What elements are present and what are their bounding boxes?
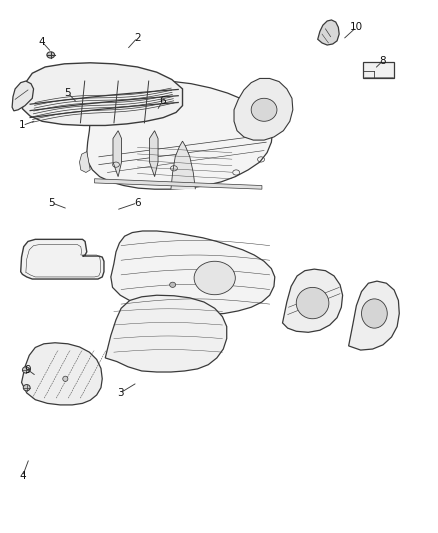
Ellipse shape (194, 261, 235, 295)
Ellipse shape (23, 384, 30, 391)
Polygon shape (95, 179, 262, 189)
Text: 4: 4 (19, 472, 26, 481)
Text: 3: 3 (117, 388, 124, 398)
Text: 9: 9 (25, 365, 31, 375)
Polygon shape (105, 295, 227, 372)
Ellipse shape (170, 282, 176, 287)
Text: 6: 6 (134, 198, 141, 208)
Ellipse shape (251, 98, 277, 122)
Ellipse shape (22, 367, 29, 373)
Ellipse shape (47, 52, 55, 58)
Polygon shape (79, 151, 90, 173)
Polygon shape (283, 269, 343, 332)
Polygon shape (12, 81, 34, 111)
Polygon shape (21, 343, 102, 405)
Text: 4: 4 (39, 37, 46, 47)
Polygon shape (21, 239, 104, 279)
Text: 10: 10 (350, 22, 363, 33)
Text: 2: 2 (134, 33, 141, 43)
Polygon shape (149, 131, 158, 176)
Ellipse shape (361, 299, 387, 328)
Polygon shape (87, 80, 272, 189)
Polygon shape (234, 78, 293, 140)
Text: 5: 5 (48, 198, 55, 208)
Polygon shape (111, 231, 275, 314)
Text: 1: 1 (19, 120, 26, 131)
Polygon shape (113, 131, 122, 176)
Polygon shape (171, 141, 195, 189)
Ellipse shape (296, 287, 329, 319)
Polygon shape (318, 20, 339, 45)
Polygon shape (363, 62, 394, 78)
Ellipse shape (63, 376, 68, 382)
Polygon shape (349, 281, 399, 350)
Text: 8: 8 (380, 55, 386, 66)
Text: 6: 6 (159, 96, 166, 107)
Polygon shape (22, 63, 183, 125)
Text: 5: 5 (64, 88, 71, 98)
